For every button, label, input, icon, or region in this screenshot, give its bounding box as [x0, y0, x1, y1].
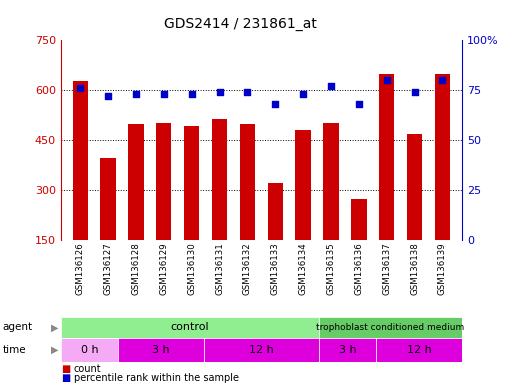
Text: agent: agent	[3, 322, 33, 333]
Bar	[184, 126, 200, 290]
Text: time: time	[3, 345, 26, 355]
Text: GSM136138: GSM136138	[410, 242, 419, 295]
Text: 12 h: 12 h	[407, 345, 431, 355]
Text: GSM136136: GSM136136	[354, 242, 363, 295]
Point	[438, 77, 447, 83]
Point	[383, 77, 391, 83]
Text: control: control	[171, 322, 209, 333]
Text: count: count	[74, 364, 101, 374]
Text: GSM136133: GSM136133	[271, 242, 280, 295]
Text: ■: ■	[61, 364, 70, 374]
Text: GSM136132: GSM136132	[243, 242, 252, 295]
Bar	[61, 317, 319, 338]
Bar	[319, 317, 462, 338]
Text: trophoblast conditioned medium: trophoblast conditioned medium	[316, 323, 465, 332]
Text: GSM136127: GSM136127	[103, 242, 112, 295]
Point	[410, 89, 419, 95]
Bar	[323, 122, 338, 290]
Text: 0 h: 0 h	[81, 345, 98, 355]
Text: GSM136126: GSM136126	[76, 242, 84, 295]
Point	[159, 91, 168, 97]
Bar	[407, 134, 422, 290]
Point	[243, 89, 252, 95]
Text: GSM136135: GSM136135	[326, 242, 335, 295]
Text: GSM136130: GSM136130	[187, 242, 196, 295]
Bar	[376, 338, 462, 362]
Bar	[128, 124, 144, 290]
Point	[327, 83, 335, 89]
Text: GSM136128: GSM136128	[131, 242, 140, 295]
Point	[215, 89, 224, 95]
Bar	[319, 338, 376, 362]
Bar	[268, 183, 283, 290]
Bar	[61, 338, 118, 362]
Bar	[296, 129, 311, 290]
Text: ▶: ▶	[51, 345, 58, 355]
Bar	[100, 159, 116, 290]
Bar	[379, 74, 394, 290]
Point	[104, 93, 112, 99]
Text: 3 h: 3 h	[338, 345, 356, 355]
Text: GDS2414 / 231861_at: GDS2414 / 231861_at	[164, 17, 317, 31]
Point	[187, 91, 196, 97]
Text: percentile rank within the sample: percentile rank within the sample	[74, 373, 239, 383]
Bar	[435, 74, 450, 290]
Text: ■: ■	[61, 373, 70, 383]
Bar	[204, 338, 319, 362]
Bar	[156, 123, 172, 290]
Bar	[72, 81, 88, 290]
Point	[355, 101, 363, 107]
Text: GSM136139: GSM136139	[438, 242, 447, 295]
Text: GSM136137: GSM136137	[382, 242, 391, 295]
Text: GSM136129: GSM136129	[159, 242, 168, 295]
Point	[132, 91, 140, 97]
Text: 3 h: 3 h	[152, 345, 170, 355]
Bar	[351, 199, 366, 290]
Bar	[118, 338, 204, 362]
Bar	[212, 119, 227, 290]
Point	[299, 91, 307, 97]
Text: GSM136134: GSM136134	[299, 242, 308, 295]
Bar	[240, 124, 255, 290]
Point	[271, 101, 279, 107]
Point	[76, 85, 84, 91]
Text: 12 h: 12 h	[249, 345, 274, 355]
Text: ▶: ▶	[51, 322, 58, 333]
Text: GSM136131: GSM136131	[215, 242, 224, 295]
